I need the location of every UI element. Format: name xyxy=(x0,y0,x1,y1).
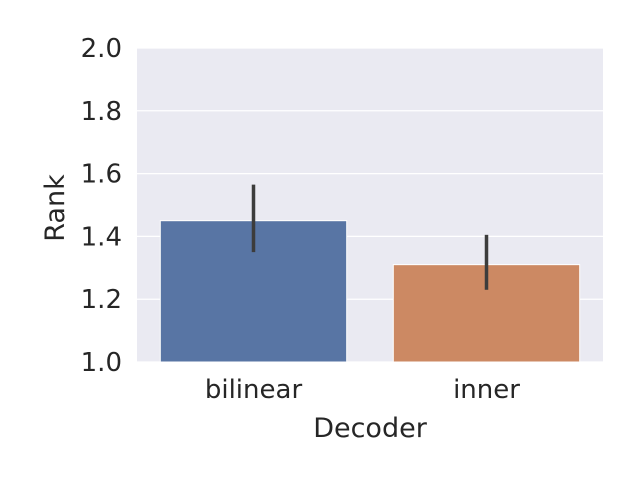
x-tick-label-bilinear: bilinear xyxy=(205,375,303,405)
y-tick-label: 1.8 xyxy=(81,97,122,127)
error-bars xyxy=(251,184,489,290)
y-tick-label: 1.0 xyxy=(81,348,122,378)
y-tick-label: 1.2 xyxy=(81,285,122,315)
y-tick-labels: 1.0 1.2 1.4 1.6 1.8 2.0 xyxy=(81,34,122,378)
y-tick-label: 2.0 xyxy=(81,34,122,64)
x-tick-labels: bilinear inner xyxy=(205,375,520,405)
x-axis-label: Decoder xyxy=(313,413,428,444)
y-tick-label: 1.4 xyxy=(81,222,122,252)
y-tick-label: 1.6 xyxy=(81,160,122,190)
x-tick-label-inner: inner xyxy=(453,375,520,405)
y-axis-label: Rank xyxy=(40,174,71,242)
